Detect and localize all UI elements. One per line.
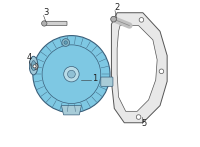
Circle shape: [42, 45, 101, 103]
Text: 2: 2: [114, 3, 120, 12]
Text: 5: 5: [141, 119, 147, 128]
Text: 4: 4: [27, 53, 32, 62]
FancyBboxPatch shape: [44, 21, 67, 26]
Circle shape: [33, 36, 110, 113]
Text: 3: 3: [43, 8, 48, 17]
Circle shape: [33, 65, 36, 68]
Circle shape: [136, 115, 141, 119]
Ellipse shape: [31, 61, 36, 71]
Polygon shape: [61, 106, 81, 115]
Polygon shape: [117, 26, 157, 111]
Circle shape: [111, 16, 116, 22]
Circle shape: [62, 39, 70, 46]
Text: 1: 1: [92, 74, 97, 83]
Circle shape: [64, 41, 67, 44]
Ellipse shape: [29, 56, 38, 75]
Circle shape: [42, 21, 47, 26]
Polygon shape: [111, 13, 167, 123]
Circle shape: [64, 66, 79, 82]
Circle shape: [139, 18, 144, 22]
Circle shape: [68, 70, 75, 78]
Circle shape: [159, 69, 164, 74]
Circle shape: [31, 63, 38, 70]
FancyBboxPatch shape: [101, 77, 113, 86]
